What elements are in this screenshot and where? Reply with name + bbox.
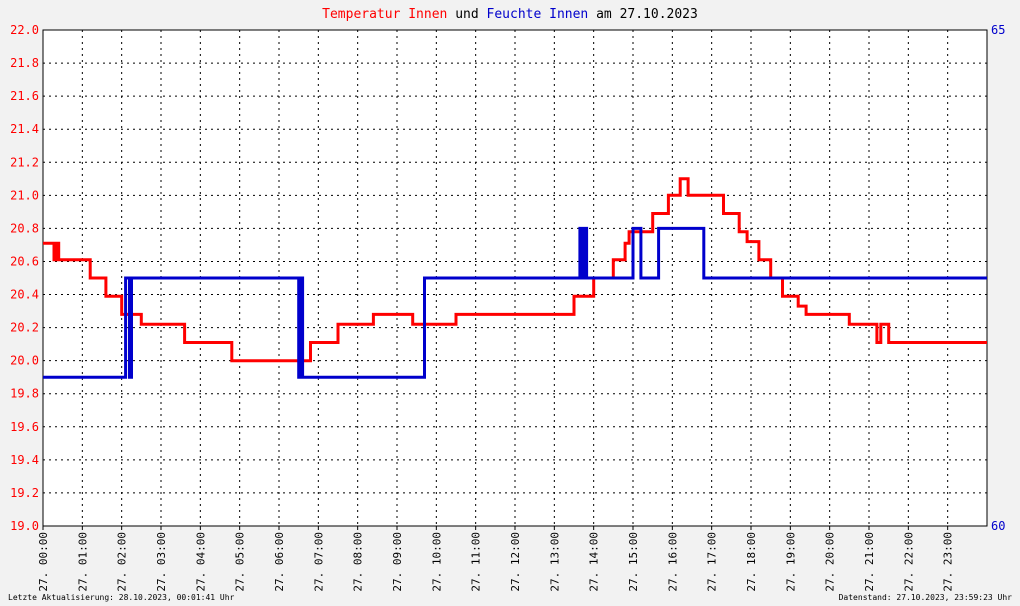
y-left-tick-label: 19.0	[10, 519, 39, 533]
data-status-text: Datenstand: 27.10.2023, 23:59:23 Uhr	[838, 593, 1012, 602]
x-tick-label: 27. 17:00	[706, 532, 719, 592]
series-line-temperatur	[43, 177, 987, 363]
y-left-tick-label: 20.6	[10, 254, 39, 268]
x-tick-label: 27. 15:00	[627, 532, 640, 592]
x-tick-label: 27. 11:00	[470, 532, 483, 592]
x-tick-label: 27. 04:00	[194, 532, 207, 592]
y-left-tick-label: 19.2	[10, 486, 39, 500]
x-tick-label: 27. 20:00	[824, 532, 837, 592]
x-tick-label: 27. 22:00	[902, 532, 915, 592]
x-tick-label: 27. 21:00	[863, 532, 876, 592]
y-left-tick-label: 20.8	[10, 221, 39, 235]
title-part-0: Temperatur Innen	[322, 7, 447, 22]
x-tick-label: 27. 06:00	[273, 532, 286, 592]
y-left-tick-label: 19.8	[10, 387, 39, 401]
last-update-text: Letzte Aktualisierung: 28.10.2023, 00:01…	[8, 593, 235, 602]
x-tick-label: 27. 09:00	[391, 532, 404, 592]
y-left-tick-label: 20.0	[10, 354, 39, 368]
x-tick-label: 27. 14:00	[588, 532, 601, 592]
y-left-tick-label: 21.2	[10, 155, 39, 169]
y-right-tick-label: 65	[991, 23, 1005, 37]
y-right-tick-label: 60	[991, 519, 1005, 533]
y-left-tick-label: 20.2	[10, 321, 39, 335]
x-tick-label: 27. 01:00	[76, 532, 89, 592]
title-part-3: am 27.10.2023	[588, 7, 698, 22]
y-left-tick-label: 21.0	[10, 188, 39, 202]
y-left-tick-label: 21.4	[10, 122, 39, 136]
y-left-tick-label: 19.4	[10, 453, 39, 467]
y-axis-right: 60 65	[991, 23, 1005, 533]
x-tick-label: 27. 19:00	[784, 532, 797, 592]
x-tick-label: 27. 18:00	[745, 532, 758, 592]
x-tick-label: 27. 12:00	[509, 532, 522, 592]
y-axis-left: 19.0 19.2 19.4 19.6 19.8 20.0 20.2 20.4 20.6 20.8…	[10, 23, 39, 533]
series-line-feuchte	[43, 226, 987, 379]
x-tick-label: 27. 03:00	[155, 532, 168, 592]
x-tick-label: 27. 05:00	[234, 532, 247, 592]
x-tick-label: 27. 23:00	[942, 532, 955, 592]
x-axis: 27. 00:00 27. 01:00 27. 02:00 27. 03:00 27. …	[37, 526, 955, 592]
y-left-tick-label: 20.4	[10, 288, 39, 302]
title-part-2: Feuchte Innen	[487, 7, 589, 22]
x-tick-label: 27. 00:00	[37, 532, 50, 592]
x-tick-label: 27. 16:00	[666, 532, 679, 592]
x-tick-label: 27. 10:00	[430, 532, 443, 592]
y-left-tick-label: 21.8	[10, 56, 39, 70]
chart-title: Temperatur Innen und Feuchte Innen am 27…	[322, 7, 698, 22]
x-tick-label: 27. 07:00	[312, 532, 325, 592]
x-tick-label: 27. 08:00	[352, 532, 365, 592]
y-left-tick-label: 21.6	[10, 89, 39, 103]
y-left-tick-label: 19.6	[10, 420, 39, 434]
x-tick-label: 27. 13:00	[548, 532, 561, 592]
series-layer	[43, 177, 987, 379]
y-left-tick-label: 22.0	[10, 23, 39, 37]
x-tick-label: 27. 02:00	[116, 532, 129, 592]
title-part-1: und	[447, 7, 486, 22]
